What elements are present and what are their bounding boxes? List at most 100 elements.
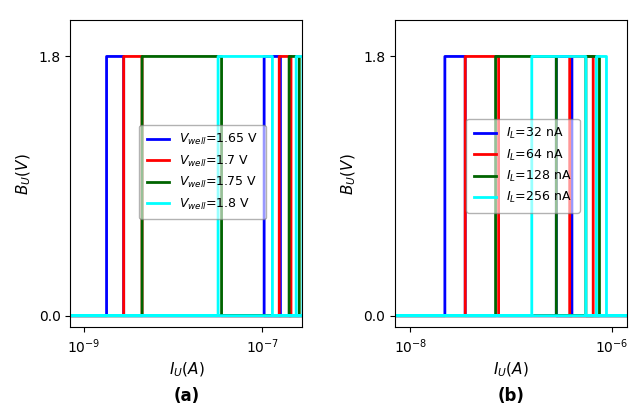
$V_{well}$=1.8 V bbox=[67, 313, 74, 318]
$V_{well}$=1.65 V bbox=[276, 54, 284, 59]
$I_L$=64 nA bbox=[589, 54, 597, 59]
$V_{well}$=1.65 V bbox=[298, 313, 306, 318]
$I_L$=128 nA bbox=[582, 54, 589, 59]
$V_{well}$=1.75 V bbox=[218, 54, 225, 59]
$V_{well}$=1.8 V bbox=[292, 313, 300, 318]
$I_L$=32 nA bbox=[461, 313, 469, 318]
$I_L$=128 nA bbox=[582, 313, 589, 318]
$I_L$=64 nA bbox=[566, 54, 573, 59]
Line: $I_L$=256 nA: $I_L$=256 nA bbox=[395, 56, 627, 316]
$I_L$=128 nA bbox=[623, 313, 631, 318]
$I_L$=256 nA bbox=[528, 54, 536, 59]
$V_{well}$=1.65 V bbox=[67, 313, 74, 318]
$V_{well}$=1.65 V bbox=[260, 54, 268, 59]
$I_L$=128 nA bbox=[596, 54, 604, 59]
Line: $I_L$=128 nA: $I_L$=128 nA bbox=[395, 56, 627, 316]
Line: $V_{well}$=1.7 V: $V_{well}$=1.7 V bbox=[70, 56, 302, 316]
$I_L$=256 nA bbox=[528, 313, 536, 318]
$V_{well}$=1.7 V bbox=[275, 54, 283, 59]
$I_L$=256 nA bbox=[623, 313, 631, 318]
$V_{well}$=1.7 V bbox=[298, 313, 306, 318]
$I_L$=128 nA bbox=[623, 313, 631, 318]
$I_L$=64 nA bbox=[391, 313, 399, 318]
$I_L$=256 nA bbox=[391, 313, 399, 318]
$V_{well}$=1.75 V bbox=[296, 313, 303, 318]
$I_L$=128 nA bbox=[492, 54, 499, 59]
$V_{well}$=1.75 V bbox=[296, 54, 303, 59]
$I_L$=64 nA bbox=[589, 313, 597, 318]
$V_{well}$=1.65 V bbox=[260, 313, 268, 318]
$V_{well}$=1.7 V bbox=[138, 54, 146, 59]
Line: $V_{well}$=1.8 V: $V_{well}$=1.8 V bbox=[70, 56, 303, 316]
$I_L$=32 nA bbox=[441, 54, 449, 59]
$I_L$=32 nA bbox=[552, 54, 560, 59]
$I_L$=64 nA bbox=[461, 54, 469, 59]
$I_L$=128 nA bbox=[552, 313, 560, 318]
$I_L$=32 nA bbox=[552, 313, 560, 318]
$V_{well}$=1.65 V bbox=[102, 313, 110, 318]
$V_{well}$=1.8 V bbox=[292, 54, 300, 59]
$V_{well}$=1.75 V bbox=[67, 313, 74, 318]
$V_{well}$=1.8 V bbox=[299, 54, 307, 59]
$I_L$=32 nA bbox=[623, 313, 631, 318]
$I_L$=32 nA bbox=[623, 313, 631, 318]
$I_L$=64 nA bbox=[566, 313, 573, 318]
$V_{well}$=1.8 V bbox=[298, 313, 306, 318]
$V_{well}$=1.7 V bbox=[120, 313, 127, 318]
$V_{well}$=1.7 V bbox=[67, 313, 74, 318]
Y-axis label: $B_U(V)$: $B_U(V)$ bbox=[339, 153, 358, 195]
$I_L$=256 nA bbox=[582, 313, 589, 318]
$I_L$=64 nA bbox=[461, 313, 469, 318]
$V_{well}$=1.75 V bbox=[138, 54, 146, 59]
$V_{well}$=1.7 V bbox=[275, 313, 283, 318]
Legend: $V_{well}$=1.65 V, $V_{well}$=1.7 V, $V_{well}$=1.75 V, $V_{well}$=1.8 V: $V_{well}$=1.65 V, $V_{well}$=1.7 V, $V_… bbox=[140, 125, 266, 219]
$I_L$=256 nA bbox=[593, 313, 600, 318]
$V_{well}$=1.7 V bbox=[138, 313, 146, 318]
$V_{well}$=1.65 V bbox=[298, 313, 306, 318]
$I_L$=256 nA bbox=[603, 313, 611, 318]
$V_{well}$=1.8 V bbox=[299, 313, 307, 318]
$I_L$=64 nA bbox=[495, 313, 502, 318]
Text: (a): (a) bbox=[173, 387, 200, 405]
$I_L$=32 nA bbox=[568, 54, 576, 59]
$I_L$=128 nA bbox=[596, 313, 604, 318]
$V_{well}$=1.8 V bbox=[269, 313, 276, 318]
$I_L$=256 nA bbox=[603, 54, 611, 59]
$V_{well}$=1.7 V bbox=[67, 313, 74, 318]
X-axis label: $I_U(A)$: $I_U(A)$ bbox=[168, 361, 204, 380]
$I_L$=32 nA bbox=[391, 313, 399, 318]
$V_{well}$=1.8 V bbox=[67, 313, 74, 318]
$I_L$=128 nA bbox=[552, 54, 560, 59]
Line: $I_L$=64 nA: $I_L$=64 nA bbox=[395, 56, 627, 316]
$V_{well}$=1.75 V bbox=[138, 313, 146, 318]
$I_L$=256 nA bbox=[593, 54, 600, 59]
X-axis label: $I_U(A)$: $I_U(A)$ bbox=[493, 361, 529, 380]
$V_{well}$=1.75 V bbox=[285, 54, 293, 59]
$I_L$=32 nA bbox=[391, 313, 399, 318]
$I_L$=32 nA bbox=[568, 313, 576, 318]
$V_{well}$=1.65 V bbox=[103, 54, 111, 59]
$V_{well}$=1.65 V bbox=[276, 313, 284, 318]
$I_L$=32 nA bbox=[441, 313, 449, 318]
$V_{well}$=1.75 V bbox=[298, 313, 306, 318]
$I_L$=256 nA bbox=[623, 313, 631, 318]
Text: (b): (b) bbox=[498, 387, 525, 405]
$V_{well}$=1.7 V bbox=[287, 313, 295, 318]
$V_{well}$=1.7 V bbox=[120, 54, 127, 59]
Line: $V_{well}$=1.65 V: $V_{well}$=1.65 V bbox=[70, 56, 302, 316]
$V_{well}$=1.65 V bbox=[120, 54, 127, 59]
$I_L$=32 nA bbox=[461, 54, 469, 59]
$V_{well}$=1.75 V bbox=[285, 313, 293, 318]
$I_L$=64 nA bbox=[391, 313, 399, 318]
$I_L$=128 nA bbox=[391, 313, 399, 318]
$I_L$=64 nA bbox=[495, 54, 502, 59]
$I_L$=128 nA bbox=[391, 313, 399, 318]
$V_{well}$=1.8 V bbox=[269, 54, 276, 59]
$I_L$=64 nA bbox=[623, 313, 631, 318]
$V_{well}$=1.65 V bbox=[120, 313, 127, 318]
$I_L$=256 nA bbox=[582, 54, 589, 59]
$V_{well}$=1.75 V bbox=[298, 313, 306, 318]
Y-axis label: $B_U(V)$: $B_U(V)$ bbox=[15, 153, 33, 195]
$I_L$=128 nA bbox=[492, 313, 499, 318]
$V_{well}$=1.8 V bbox=[214, 54, 222, 59]
